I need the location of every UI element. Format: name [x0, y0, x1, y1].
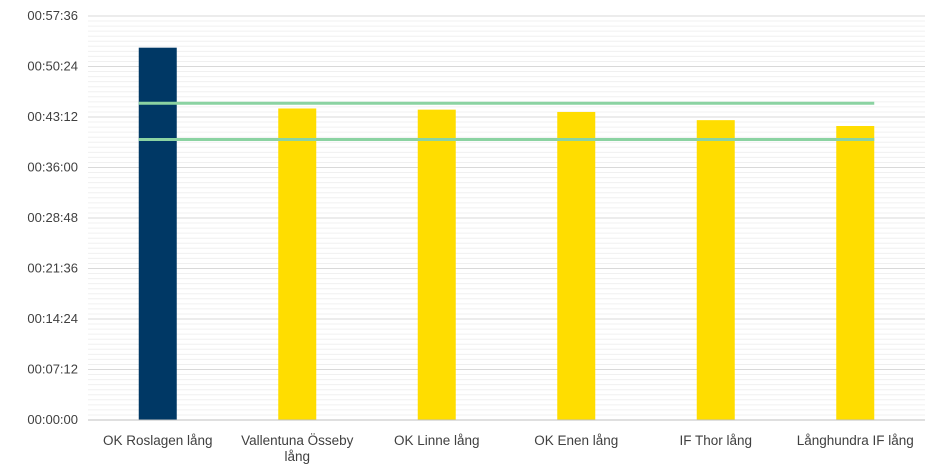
- bars: [138, 47, 875, 421]
- bar: [557, 111, 596, 420]
- y-tick-label: 00:57:36: [27, 8, 78, 23]
- x-tick-label: IF Thor lång: [679, 433, 752, 448]
- reference-lines: [138, 101, 875, 141]
- x-tick-label: Långhundra IF lång: [797, 433, 914, 448]
- y-tick-label: 00:43:12: [27, 109, 78, 124]
- x-tick-label: Vallentuna Össeby lång: [241, 433, 354, 464]
- x-tick-label: OK Enen lång: [534, 433, 618, 448]
- y-tick-label: 00:21:36: [27, 261, 78, 276]
- y-tick-label: 00:00:00: [27, 412, 78, 427]
- y-axis-ticks: 00:00:00 00:07:12 00:14:24 00:21:36 00:28:48…: [27, 8, 78, 427]
- x-tick-label: OK Linne lång: [394, 433, 480, 448]
- y-tick-label: 00:14:24: [27, 311, 78, 326]
- bar: [138, 47, 177, 421]
- y-tick-label: 00:28:48: [27, 210, 78, 225]
- bar: [278, 108, 317, 421]
- y-tick-label: 00:36:00: [27, 160, 78, 175]
- x-axis-ticks: OK Roslagen lång Vallentuna Össeby lång OK …: [103, 433, 914, 464]
- x-tick-label: OK Roslagen lång: [103, 433, 213, 448]
- y-tick-label: 00:07:12: [27, 362, 78, 377]
- gridlines: [88, 15, 925, 416]
- bar: [696, 120, 735, 420]
- y-tick-label: 00:50:24: [27, 59, 78, 74]
- bar: [836, 126, 875, 420]
- bar: [417, 109, 456, 421]
